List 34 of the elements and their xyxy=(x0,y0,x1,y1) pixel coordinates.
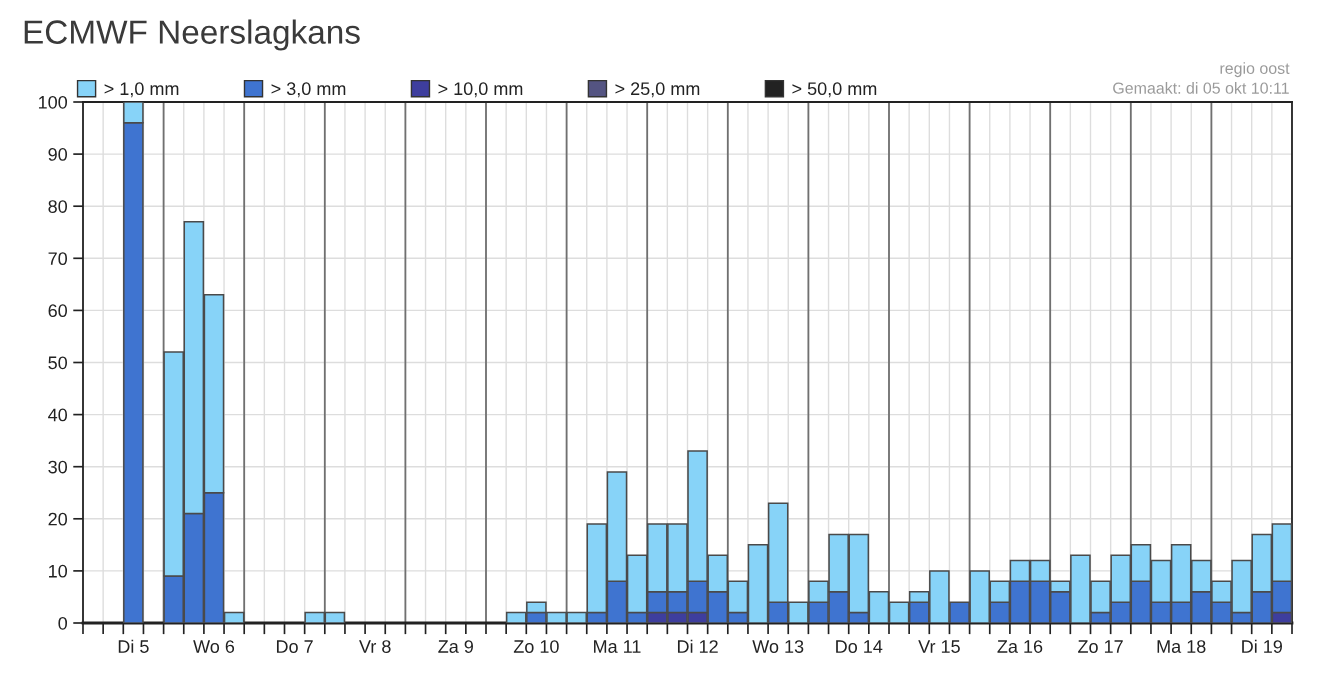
x-tick-label: Di 5 xyxy=(118,639,149,653)
legend-label: > 50,0 mm xyxy=(792,82,877,98)
x-tick-label: Di 19 xyxy=(1242,639,1282,653)
chart-title: ECMWF Neerslagkans xyxy=(24,19,360,51)
x-tick-label: Ma 18 xyxy=(1157,640,1206,653)
y-tick-label: 100 xyxy=(38,95,68,109)
x-tick-label: Za 16 xyxy=(997,640,1043,653)
x-tick-label: Do 7 xyxy=(276,640,313,653)
x-tick-label: Zo 17 xyxy=(1078,640,1123,653)
y-tick-label: 70 xyxy=(48,252,68,266)
legend-label: > 10,0 mm xyxy=(438,82,523,98)
x-tick-label: Vr 15 xyxy=(918,640,960,653)
x-tick-label: Wo 6 xyxy=(193,640,235,653)
y-tick-label: 90 xyxy=(48,148,68,161)
legend-label: > 25,0 mm xyxy=(615,82,700,98)
x-tick-label: Za 9 xyxy=(438,640,473,653)
x-tick-label: Di 12 xyxy=(677,639,718,653)
y-tick-label: 10 xyxy=(49,564,68,578)
x-tick-label: Vr 8 xyxy=(359,640,391,653)
y-tick-label: 80 xyxy=(48,200,68,213)
y-tick-label: 50 xyxy=(48,356,68,370)
legend-label: > 1,0 mm xyxy=(104,82,179,98)
y-tick-label: 30 xyxy=(48,460,68,474)
x-tick-label: Zo 10 xyxy=(513,640,559,653)
y-tick-label: 40 xyxy=(48,408,68,422)
y-tick-label: 20 xyxy=(48,512,68,526)
text: regio oost xyxy=(1220,62,1290,78)
x-tick-label: Do 14 xyxy=(836,640,883,653)
y-tick-label: 60 xyxy=(48,304,68,318)
x-tick-label: Ma 11 xyxy=(594,640,641,653)
x-tick-label: Wo 13 xyxy=(752,640,804,653)
y-tick-label: 0 xyxy=(58,616,68,630)
legend-label: > 3,0 mm xyxy=(271,82,346,98)
text: Gemaakt: di 05 okt 10:11 xyxy=(1113,82,1289,94)
